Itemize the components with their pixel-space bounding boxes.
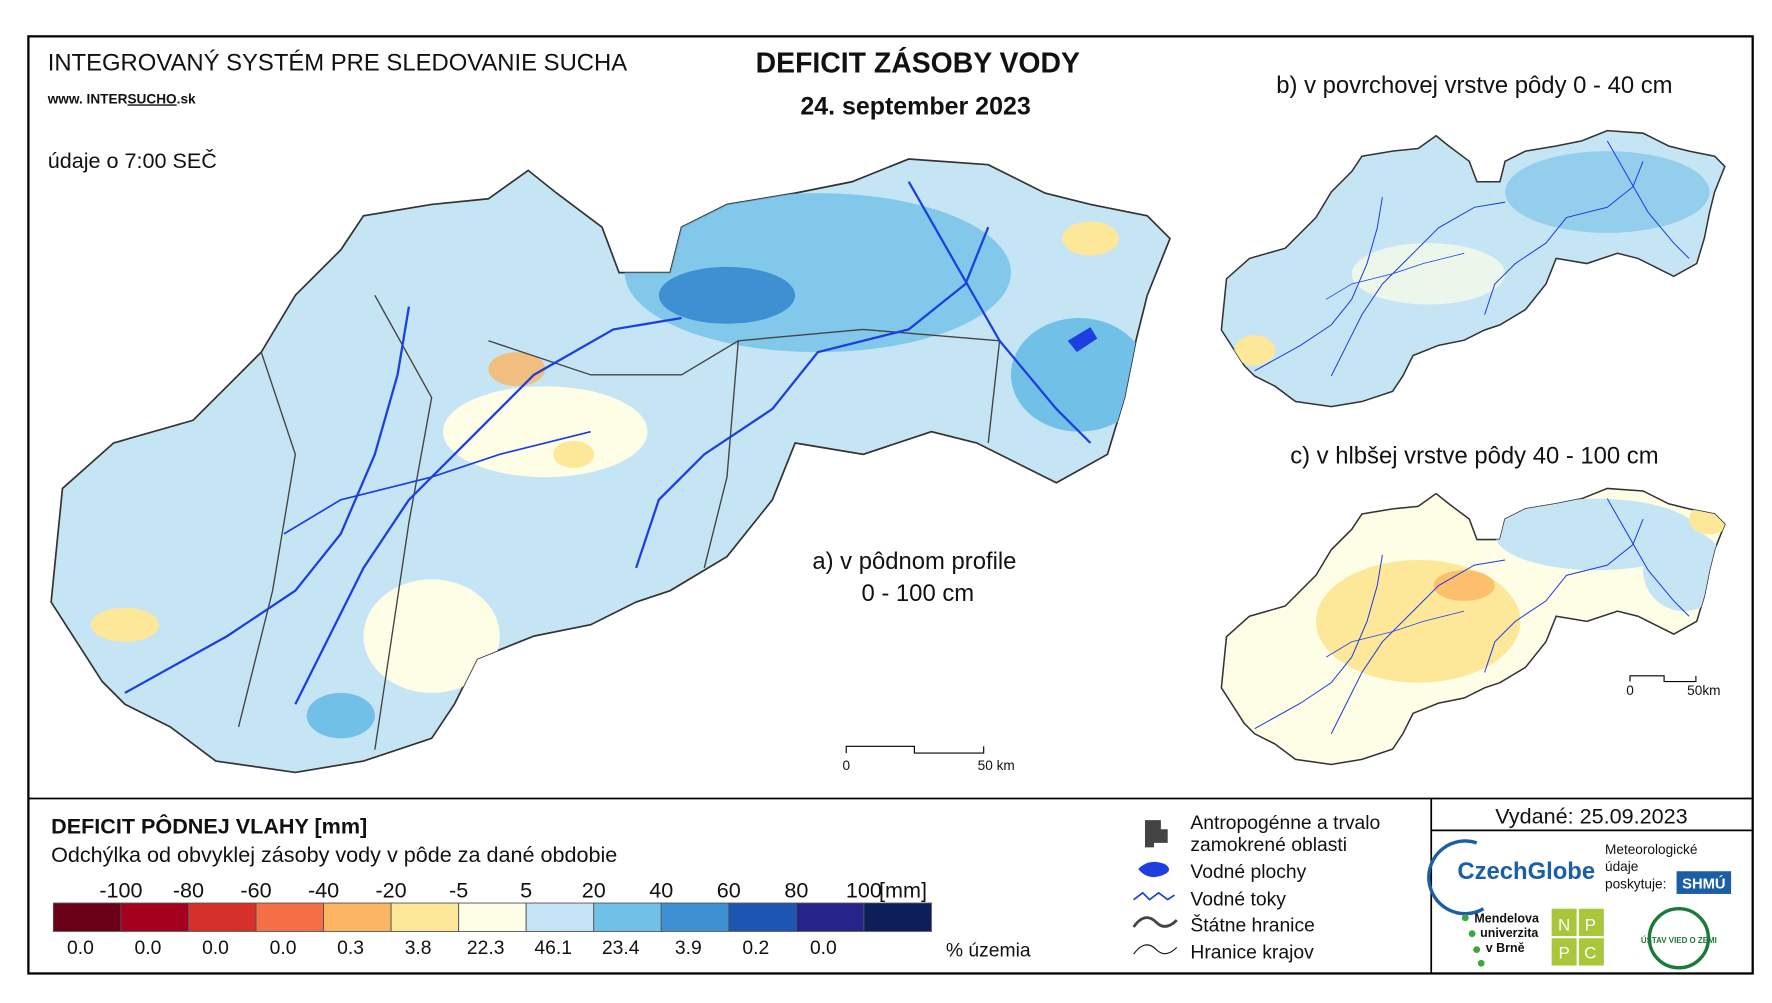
legend-percent: 23.4 <box>602 938 640 959</box>
symbol-label: Vodné toky <box>1190 889 1286 910</box>
legend-swatch <box>660 902 730 932</box>
symbol-urban <box>1144 820 1168 848</box>
map-c <box>1220 487 1726 766</box>
legend-tick: 100 <box>846 877 882 902</box>
legend-percent: 0.3 <box>337 938 364 959</box>
logo-arc <box>1427 839 1485 916</box>
legend-tick: 60 <box>717 877 741 902</box>
symbol-state-border <box>1132 916 1178 928</box>
url-part: SUCHO <box>127 91 177 106</box>
map-a <box>50 158 1171 774</box>
system-name: INTEGROVANÝ SYSTÉM PRE SLEDOVANIE SUCHA <box>48 49 628 76</box>
logo-nppc: C <box>1584 944 1596 963</box>
logo-nppc: P <box>1558 944 1569 963</box>
legend-swatch <box>795 902 865 932</box>
logo-mendel-dots <box>1461 914 1485 967</box>
legend-percent: 0.0 <box>202 938 229 959</box>
legend-percent: 0.0 <box>67 938 94 959</box>
legend-percent: 0.2 <box>742 938 769 959</box>
symbol-water <box>1138 861 1170 878</box>
map-label: 0 - 100 cm <box>861 580 974 607</box>
legend-unit: [mm] <box>879 877 927 902</box>
legend-tick: 80 <box>784 877 808 902</box>
legend-percent: 3.9 <box>675 938 702 959</box>
symbol-label: Hranice krajov <box>1190 943 1314 964</box>
time-note: údaje o 7:00 SEČ <box>48 148 217 173</box>
legend-percent: 0.0 <box>270 938 297 959</box>
legend-swatch <box>188 902 257 932</box>
symbol-label: Štátne hranice <box>1190 913 1314 936</box>
scale-bar <box>845 745 985 754</box>
scale-label: 50 km <box>978 758 1015 773</box>
legend-swatch <box>255 902 325 932</box>
legend-tick: 20 <box>582 877 606 902</box>
map-label: b) v povrchovej vrstve pôdy 0 - 40 cm <box>1276 72 1672 99</box>
legend-swatch <box>593 902 662 932</box>
legend-swatch <box>323 902 392 932</box>
logo-text: údaje <box>1605 859 1638 874</box>
legend-tick: -100 <box>99 877 142 902</box>
logo-text: Meteorologické <box>1605 842 1697 857</box>
legend-swatch <box>120 902 189 932</box>
legend-swatch <box>525 902 595 932</box>
legend-percent: 3.8 <box>405 938 432 959</box>
date: 24. september 2023 <box>800 93 1030 121</box>
scale-label: 50km <box>1687 683 1720 698</box>
logo-text: univerzita <box>1480 926 1539 940</box>
logo-shmu-box <box>1676 871 1732 894</box>
legend-swatch <box>52 902 122 932</box>
legend-swatch <box>390 902 460 932</box>
symbol-label: Antropogénne a trvalo <box>1190 813 1380 834</box>
map-label: c) v hlbšej vrstve pôdy 40 - 100 cm <box>1290 442 1658 469</box>
legend-title: DEFICIT PÔDNEJ VLAHY [mm] <box>51 814 367 839</box>
symbol-label: zamokrené oblasti <box>1190 835 1347 856</box>
legend-swatch <box>728 902 797 932</box>
legend-percent: 0.0 <box>810 938 837 959</box>
logo-nppc: P <box>1585 915 1596 934</box>
logo-shmu: SHMÚ <box>1682 874 1725 892</box>
title: DEFICIT ZÁSOBY VODY <box>756 48 1080 80</box>
legend-swatch <box>863 902 932 932</box>
url-part: www. INTER <box>47 91 128 106</box>
logo-czechglobe: CzechGlobe <box>1457 858 1595 885</box>
logo-text: poskytuje: <box>1605 876 1666 891</box>
map-b <box>1220 129 1726 408</box>
legend-percent: 22.3 <box>467 938 505 959</box>
url: www. INTERSUCHO.sk <box>47 91 196 106</box>
legend-tick: 40 <box>649 877 673 902</box>
legend-percent: 0.0 <box>135 938 162 959</box>
map-label: a) v pôdnom profile <box>812 548 1016 575</box>
symbol-label: Vodné plochy <box>1190 862 1306 883</box>
symbol-river <box>1133 891 1175 901</box>
legend-tick: -40 <box>308 877 339 902</box>
legend-tick: 5 <box>520 877 532 902</box>
legend-subtitle: Odchýlka od obvyklej zásoby vody v pôde … <box>51 842 617 867</box>
percent-label: % územia <box>946 940 1031 961</box>
legend-swatch <box>458 902 527 932</box>
logo-uvz: ÚSTAV VIED O ZEMI <box>1641 936 1717 945</box>
scale-label: 0 <box>1626 683 1634 698</box>
logo-uvz-ring <box>1647 907 1711 970</box>
logo-text: v Brně <box>1486 941 1525 955</box>
issued-date: Vydané: 25.09.2023 <box>1495 804 1687 829</box>
url-part: .sk <box>177 91 196 106</box>
legend-tick: -80 <box>173 877 204 902</box>
scale-bar <box>1629 675 1697 683</box>
symbol-region-border <box>1133 944 1178 955</box>
logo-text: Mendelova <box>1474 911 1540 925</box>
legend-percent: 46.1 <box>534 938 572 959</box>
legend-scale: -100 -80 -60 -40 -20 -5 5 20 40 60 80 100[mm] 0.0 0.0… <box>52 877 932 959</box>
legend-tick: -5 <box>449 877 468 902</box>
scale-label: 0 <box>842 758 850 773</box>
legend-tick: -60 <box>240 877 271 902</box>
legend-tick: -20 <box>376 877 407 902</box>
logo-nppc: N <box>1558 915 1570 934</box>
